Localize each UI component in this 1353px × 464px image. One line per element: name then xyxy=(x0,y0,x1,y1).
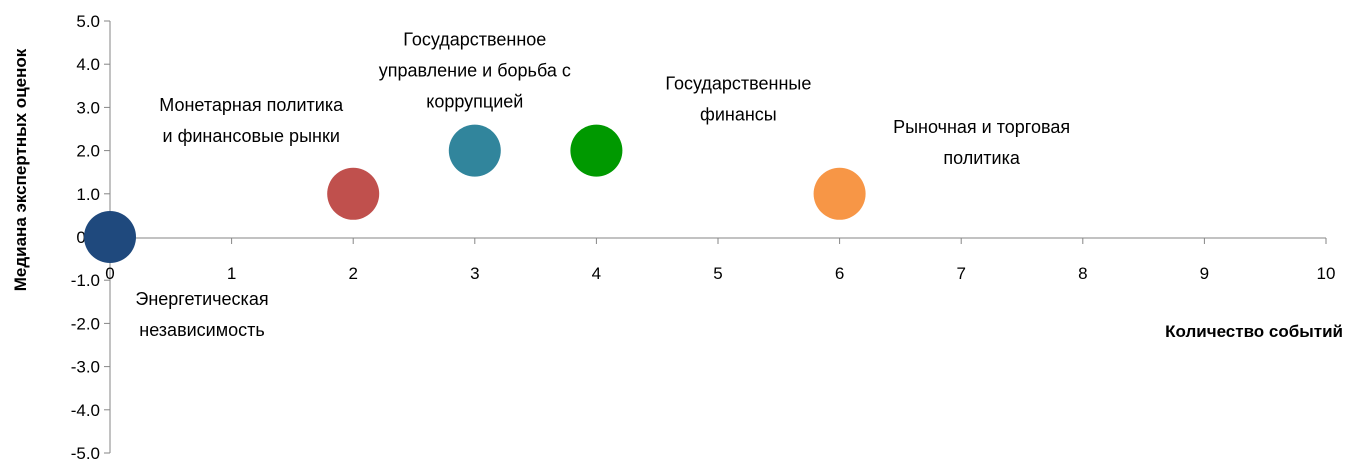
x-tick-labels: 0 1 2 3 4 5 6 7 8 9 10 xyxy=(105,264,1335,283)
x-axis-title: Количество событий xyxy=(1165,322,1343,341)
data-label: Государственное управление и борьба с корр… xyxy=(379,30,571,112)
x-tick-label: 1 xyxy=(227,264,236,283)
data-label-line: Монетарная политика xyxy=(159,95,344,115)
y-tick-labels: 5.04.03.02.01.00.0-1.0-2.0-3.0-4.0-5.0 xyxy=(71,12,100,463)
y-tick-label: 3.0 xyxy=(76,98,100,117)
data-label-line: коррупцией xyxy=(426,92,523,112)
data-label-line: управление и борьба с xyxy=(379,61,571,81)
y-axis-title: Медиана экспертных оценок xyxy=(11,48,30,291)
data-labels: Энергетическая независимость Монетарная по… xyxy=(135,30,1070,340)
data-label: Энергетическая независимость xyxy=(135,289,268,340)
data-point xyxy=(570,124,623,177)
data-label: Государственные финансы xyxy=(665,74,811,125)
y-tick-label: 4.0 xyxy=(76,55,100,74)
x-tick-label: 4 xyxy=(592,264,601,283)
data-label-line: политика xyxy=(943,148,1020,168)
data-point xyxy=(448,124,501,177)
data-label-line: Рыночная и торговая xyxy=(893,117,1070,137)
y-tick-label: 5.0 xyxy=(76,12,100,31)
data-label-line: независимость xyxy=(139,320,265,340)
data-label: Монетарная политика и финансовые рынки xyxy=(159,95,344,146)
data-label-line: и финансовые рынки xyxy=(163,126,340,146)
y-tick-label: -4.0 xyxy=(71,401,100,420)
x-tick-label: 0 xyxy=(105,264,114,283)
x-tick-label: 6 xyxy=(835,264,844,283)
y-tick-label: -3.0 xyxy=(71,358,100,377)
x-tick-label: 2 xyxy=(348,264,357,283)
data-label-line: Государственное xyxy=(403,30,546,50)
x-tick-label: 10 xyxy=(1317,264,1336,283)
y-tick-label: 2.0 xyxy=(76,142,100,161)
y-tick-label: -1.0 xyxy=(71,271,100,290)
y-tick-label: 1.0 xyxy=(76,185,100,204)
data-label-line: Государственные xyxy=(665,74,811,94)
data-point xyxy=(327,167,380,220)
x-tick-label: 7 xyxy=(956,264,965,283)
x-tick-label: 3 xyxy=(470,264,479,283)
data-point xyxy=(84,211,136,263)
data-point xyxy=(813,167,866,220)
y-tick-label: -2.0 xyxy=(71,314,100,333)
x-tick-label: 9 xyxy=(1200,264,1209,283)
y-tick-label: -5.0 xyxy=(71,444,100,463)
data-label: Рыночная и торговая политика xyxy=(893,117,1070,168)
x-tick-label: 5 xyxy=(713,264,722,283)
data-label-line: финансы xyxy=(700,105,777,125)
x-tick-label: 8 xyxy=(1078,264,1087,283)
data-label-line: Энергетическая xyxy=(135,289,268,309)
data-points xyxy=(84,124,866,263)
